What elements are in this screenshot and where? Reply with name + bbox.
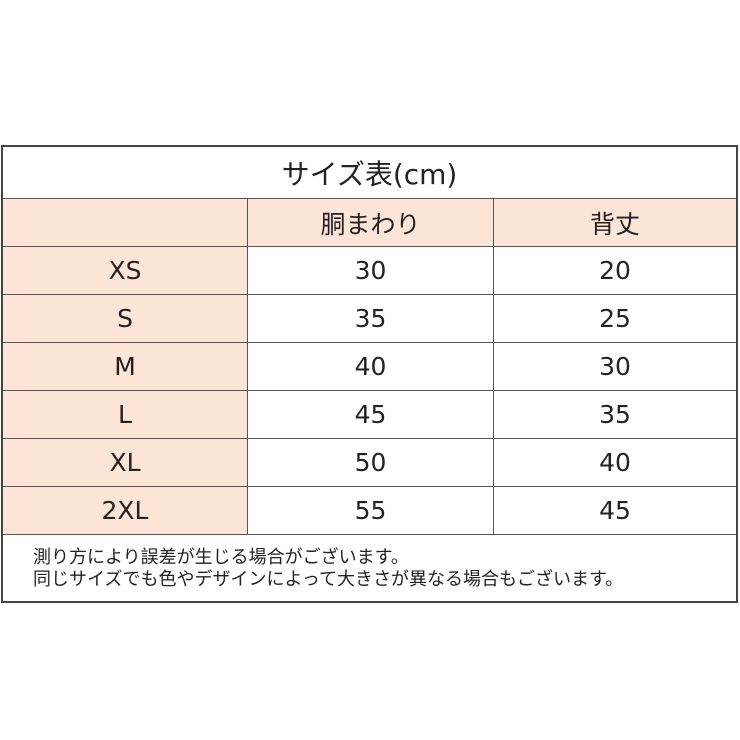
header-row: 胴まわり 背丈 bbox=[3, 199, 736, 247]
length-cell: 40 bbox=[599, 448, 631, 477]
note-line: 同じサイズでも色やデザインによって大きさが異なる場合もございます。 bbox=[33, 569, 624, 590]
waist-cell: 55 bbox=[248, 487, 494, 534]
waist-cell: 35 bbox=[248, 295, 494, 342]
length-cell: 30 bbox=[599, 352, 631, 381]
table-row: XS 30 20 bbox=[3, 247, 736, 295]
length-cell: 45 bbox=[599, 496, 631, 525]
length-cell: 20 bbox=[599, 256, 631, 285]
size-cell: M bbox=[3, 343, 248, 390]
header-waist: 胴まわり bbox=[248, 199, 494, 246]
header-size bbox=[3, 199, 248, 246]
length-cell: 35 bbox=[599, 400, 631, 429]
table-row: M 40 30 bbox=[3, 343, 736, 391]
header-length: 背丈 bbox=[494, 199, 736, 246]
waist-cell: 50 bbox=[248, 439, 494, 486]
size-cell: XL bbox=[3, 439, 248, 486]
note-line: 測り方により誤差が生じる場合がございます。 bbox=[33, 547, 409, 568]
table-row: S 35 25 bbox=[3, 295, 736, 343]
size-cell: S bbox=[3, 295, 248, 342]
table-title: サイズ表(cm) bbox=[3, 147, 736, 199]
length-cell: 25 bbox=[599, 304, 631, 333]
table-row: L 45 35 bbox=[3, 391, 736, 439]
waist-cell: 30 bbox=[248, 247, 494, 294]
size-cell: XS bbox=[3, 247, 248, 294]
size-table: サイズ表(cm) 胴まわり 背丈 XS 30 20 S 35 25 M 40 30 L 45 35 XL… bbox=[1, 145, 738, 603]
table-row: XL 50 40 bbox=[3, 439, 736, 487]
size-cell: L bbox=[3, 391, 248, 438]
table-row: 2XL 55 45 bbox=[3, 487, 736, 535]
size-cell: 2XL bbox=[3, 487, 248, 534]
notes: 測り方により誤差が生じる場合がございます。 同じサイズでも色やデザインによって大… bbox=[3, 535, 736, 601]
waist-cell: 45 bbox=[248, 391, 494, 438]
waist-cell: 40 bbox=[248, 343, 494, 390]
